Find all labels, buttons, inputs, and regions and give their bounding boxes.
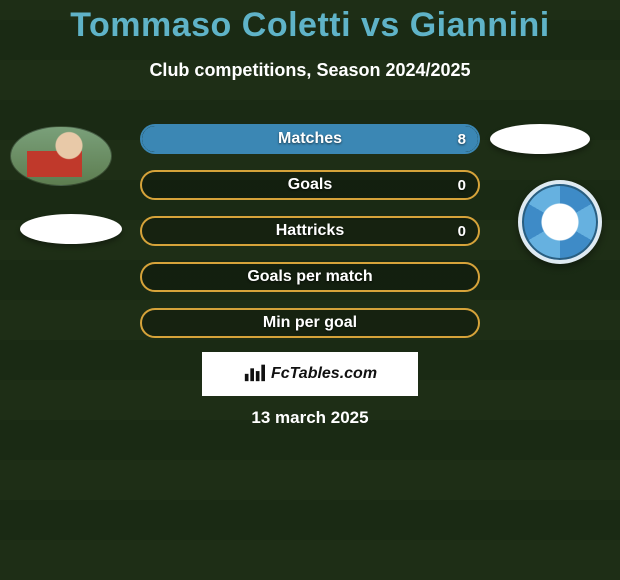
page-subtitle: Club competitions, Season 2024/2025 xyxy=(0,60,620,81)
stats-container: Matches8Goals0Hattricks0Goals per matchM… xyxy=(140,124,480,354)
stat-value-right: 8 xyxy=(448,126,476,152)
player-left-name-oval xyxy=(20,214,122,244)
stat-row: Matches8 xyxy=(140,124,480,154)
stat-label: Min per goal xyxy=(142,310,478,336)
comparison-infographic: Tommaso Coletti vs Giannini Club competi… xyxy=(0,0,620,580)
stat-label: Hattricks xyxy=(142,218,478,244)
watermark: FcTables.com xyxy=(202,352,418,396)
stat-value-right: 0 xyxy=(448,218,476,244)
generated-date: 13 march 2025 xyxy=(0,408,620,428)
bars-icon xyxy=(243,361,265,388)
player-left-avatar xyxy=(10,126,112,186)
player-right-name-oval xyxy=(490,124,590,154)
watermark-text: FcTables.com xyxy=(271,365,377,383)
stat-row: Goals0 xyxy=(140,170,480,200)
stat-row: Hattricks0 xyxy=(140,216,480,246)
stat-label: Goals per match xyxy=(142,264,478,290)
stat-row: Min per goal xyxy=(140,308,480,338)
stat-value-right: 0 xyxy=(448,172,476,198)
player-right-club-badge xyxy=(518,180,602,264)
stat-label: Goals xyxy=(142,172,478,198)
page-title: Tommaso Coletti vs Giannini xyxy=(0,6,620,45)
stat-label: Matches xyxy=(142,126,478,152)
stat-row: Goals per match xyxy=(140,262,480,292)
